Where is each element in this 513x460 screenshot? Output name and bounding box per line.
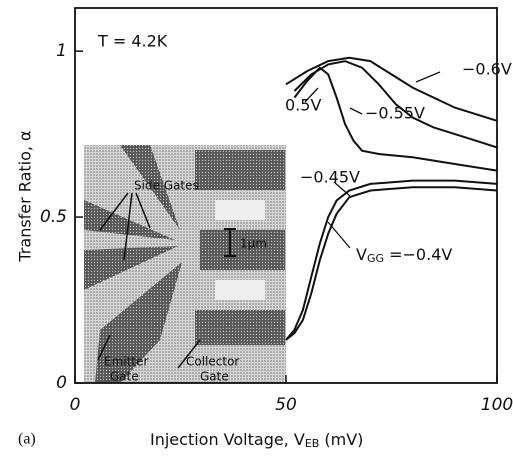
data-line — [293, 66, 498, 172]
series-label-sub: GG — [367, 252, 384, 265]
series-label: VGG =−0.4V — [356, 245, 452, 266]
x-axis-label: Injection Voltage, VEB (mV) — [150, 430, 363, 451]
x-tick-label: 100 — [481, 395, 513, 415]
micrograph-inset — [84, 145, 286, 383]
side-gates-label: Side Gates — [134, 179, 199, 193]
label-leader — [415, 71, 441, 83]
scale-bar-label: 1μm — [240, 237, 267, 251]
x-axis-label-part: (mV) — [319, 430, 363, 449]
temperature-label: T = 4.2K — [97, 32, 168, 51]
label-leader — [304, 87, 319, 103]
label-leader — [349, 107, 363, 115]
y-tick-label: 0.5 — [40, 207, 67, 227]
data-line — [285, 56, 498, 122]
label-leader — [333, 181, 351, 197]
y-tick-label: 0 — [56, 373, 67, 393]
series-label: 0.5V — [285, 96, 321, 115]
series-label: −0.45V — [300, 168, 360, 187]
series-label-part: = — [384, 245, 403, 264]
series-label: −0.55V — [365, 104, 425, 123]
x-tick-label: 50 — [275, 395, 297, 415]
emitter-gate-label: Emitter — [104, 355, 148, 369]
x-tick-label: 0 — [70, 395, 81, 415]
series-label-part: V — [356, 245, 367, 264]
x-axis-label-part: Injection Voltage, V — [150, 430, 305, 449]
data-line — [285, 186, 498, 341]
series-label: −0.6V — [462, 60, 512, 79]
collector-gate-label: Gate — [200, 370, 229, 384]
collector-gate-label: Collector — [186, 355, 239, 369]
series-label: −0.4V — [403, 245, 453, 264]
emitter-gate-label: Gate — [110, 370, 139, 384]
y-tick-label: 1 — [56, 41, 67, 61]
data-line — [285, 179, 498, 341]
panel-label: (a) — [18, 431, 36, 448]
x-axis-label-sub: EB — [305, 437, 320, 450]
label-leader — [327, 221, 351, 249]
y-axis-label: Transfer Ratio, α — [16, 130, 35, 262]
data-line — [293, 60, 498, 149]
